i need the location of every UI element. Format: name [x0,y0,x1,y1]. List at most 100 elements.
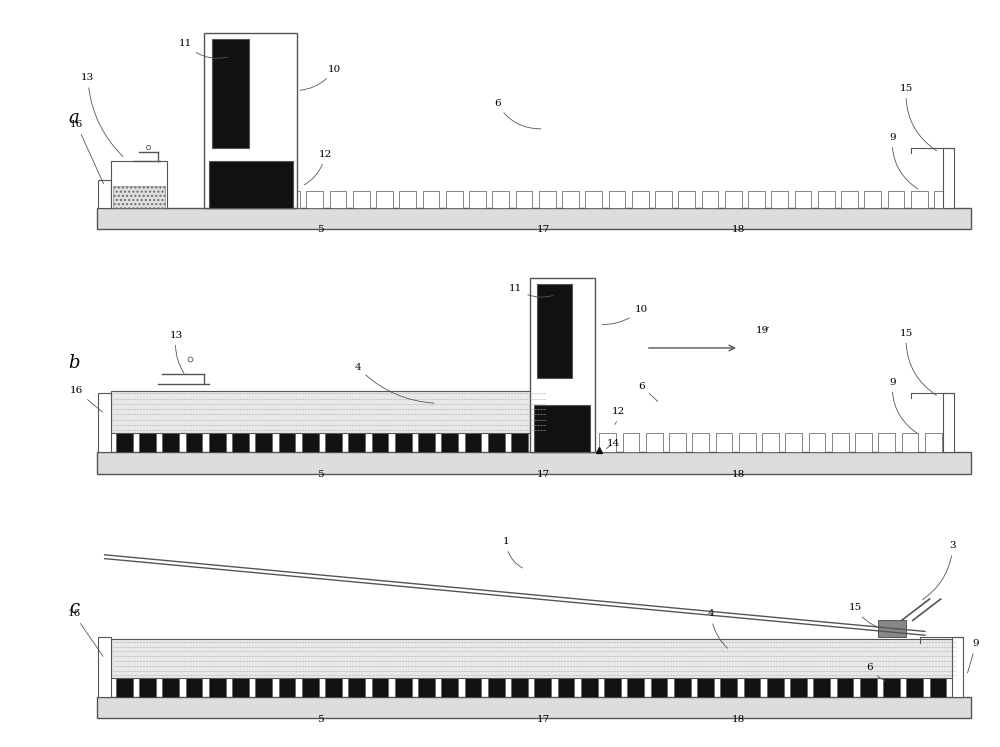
Text: 18: 18 [732,715,746,724]
Bar [204,33,297,208]
Bar [767,678,784,697]
Bar [111,639,957,678]
Bar [562,190,579,208]
Bar [943,393,954,452]
Bar [739,433,756,452]
Bar [785,433,802,452]
Bar [98,180,111,208]
Text: a: a [69,109,79,127]
Bar [232,433,249,452]
Bar [534,678,551,697]
Bar [818,190,835,208]
Bar [469,190,486,208]
Bar [237,190,253,208]
Bar [353,190,370,208]
Text: 5: 5 [317,470,324,479]
Bar [534,406,590,452]
Bar [279,678,295,697]
Bar [302,433,319,452]
Bar [930,678,946,697]
Bar [795,190,811,208]
Text: 15: 15 [849,603,880,628]
Bar [488,433,505,452]
Bar [762,433,779,452]
Bar [576,433,593,452]
Bar [952,637,963,697]
Text: 6: 6 [494,99,541,128]
Bar [906,678,923,697]
Text: 17: 17 [537,715,550,724]
Bar [97,697,971,718]
Bar [669,433,686,452]
Bar [209,433,226,452]
Bar [771,190,788,208]
Text: 11: 11 [509,284,553,297]
Bar [911,190,928,208]
Bar [841,190,858,208]
Text: c: c [69,598,79,616]
Bar [376,190,393,208]
Text: 4: 4 [708,610,728,648]
Bar [446,190,463,208]
Bar [678,190,695,208]
Bar [943,148,954,208]
Bar [720,678,737,697]
Bar [744,678,760,697]
Text: 11: 11 [179,39,227,58]
Bar [111,391,548,433]
Text: 6: 6 [638,382,658,401]
Bar [395,678,412,697]
Bar [162,433,179,452]
Bar [702,190,718,208]
Text: 12: 12 [304,150,332,185]
Bar [883,678,900,697]
Bar [162,678,179,697]
Text: 16: 16 [70,386,103,412]
Bar [632,190,649,208]
Text: 16: 16 [70,120,103,184]
Text: 9: 9 [968,639,979,673]
Text: 16: 16 [67,610,103,657]
Bar [232,678,249,697]
Bar [441,433,458,452]
Bar [97,208,971,229]
Bar [511,678,528,697]
Bar [423,190,439,208]
Bar [306,190,323,208]
Bar [832,433,849,452]
Bar [655,190,672,208]
Bar [864,190,881,208]
Bar [790,678,807,697]
Bar [302,678,319,697]
Bar [878,433,895,452]
Text: 5: 5 [317,226,324,235]
Text: 13: 13 [170,331,184,374]
Bar [581,678,598,697]
Bar [748,190,765,208]
Text: 10: 10 [300,65,341,90]
Bar [492,190,509,208]
Text: 13: 13 [81,73,123,157]
Bar [604,678,621,697]
Text: 9: 9 [889,377,918,434]
Text: 14: 14 [606,439,620,448]
Bar [395,433,412,452]
Bar [558,678,574,697]
Bar [674,678,691,697]
Text: 9: 9 [889,133,918,189]
Bar [139,433,156,452]
Bar [372,433,388,452]
Bar [279,433,295,452]
Bar [116,433,133,452]
Text: 6: 6 [866,663,885,681]
Text: 15: 15 [900,84,937,151]
Bar [530,278,595,452]
Bar [539,190,556,208]
Bar [488,678,505,697]
Bar [98,393,111,452]
Bar [609,190,625,208]
Bar [553,433,570,452]
Bar [418,678,435,697]
Bar [186,433,202,452]
Bar [646,433,663,452]
